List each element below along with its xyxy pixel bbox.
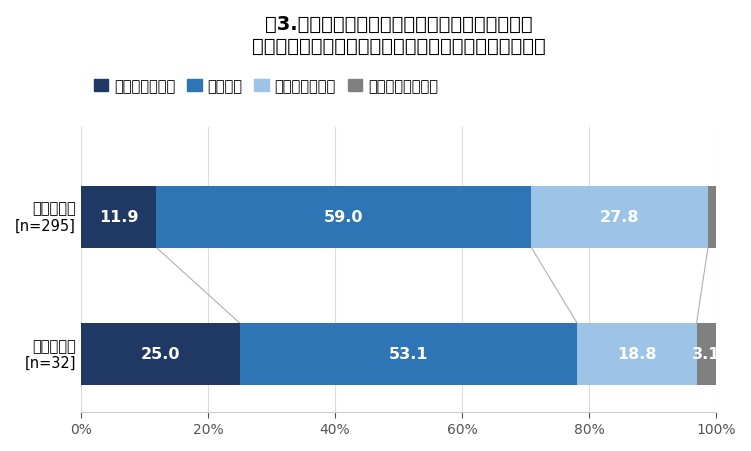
Bar xyxy=(708,186,717,248)
Text: 25.0: 25.0 xyxy=(140,347,180,362)
Text: 27.8: 27.8 xyxy=(600,210,639,225)
Text: 59.0: 59.0 xyxy=(324,210,363,225)
Text: 53.1: 53.1 xyxy=(388,347,428,362)
Bar xyxy=(577,323,696,385)
Bar xyxy=(81,323,240,385)
Bar xyxy=(531,186,708,248)
Legend: とてもそう思う, そう思う, あまり思わない, まったく思わない: とてもそう思う, そう思う, あまり思わない, まったく思わない xyxy=(88,73,444,100)
Bar xyxy=(156,186,531,248)
Bar xyxy=(696,323,716,385)
Text: 11.9: 11.9 xyxy=(99,210,138,225)
Text: 18.8: 18.8 xyxy=(617,347,656,362)
Bar xyxy=(81,186,156,248)
Title: 図3.管理職が考える、自身を取り巻く仕事の環境
「私を取り巻く仕事の環境は、私の成長に適している」: 図3.管理職が考える、自身を取り巻く仕事の環境 「私を取り巻く仕事の環境は、私の… xyxy=(252,15,545,56)
Text: 3.1: 3.1 xyxy=(692,347,721,362)
Bar xyxy=(240,323,577,385)
